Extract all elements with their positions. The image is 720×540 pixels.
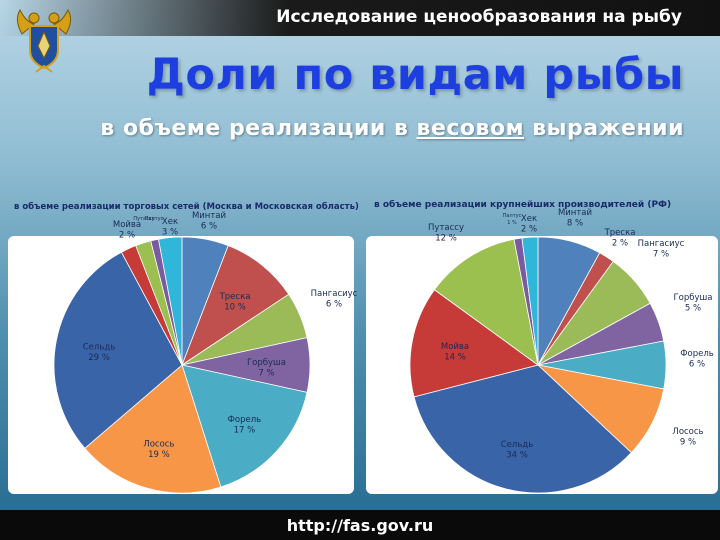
subtitle-suffix: выражении [524, 116, 684, 141]
pie-slice [521, 236, 539, 366]
slice-value-label: 8 % [567, 219, 583, 229]
slice-value-label: 2 % [521, 225, 537, 235]
page-title: Доли по видам рыбы [146, 50, 684, 100]
slice-label: Хек [162, 217, 178, 227]
slice-value-label: 6 % [689, 360, 705, 370]
pie-slice [413, 364, 632, 494]
slice-label: Горбуша [673, 293, 712, 303]
slice-value-label: 17 % [234, 425, 256, 435]
slice-value-label: 6 % [201, 222, 217, 232]
slice-label: Пангасиус [311, 289, 358, 299]
slice-label: Хек [521, 214, 537, 224]
pie-slice [158, 236, 183, 366]
slice-value-label: 14 % [444, 353, 466, 363]
slice-label: Треска [219, 292, 251, 302]
chart-title-producers: в объеме реализации крупнейших производи… [374, 200, 672, 210]
slice-label: Мойва [441, 342, 469, 352]
slice-label: Сельдь [83, 343, 116, 353]
footer-bar [0, 510, 720, 540]
slice-value-label: 7 % [653, 250, 669, 260]
slice-value-label: 19 % [148, 450, 170, 460]
emblem-icon [16, 8, 72, 73]
slice-label: Палтус [503, 213, 522, 219]
subtitle-prefix: в объеме реализации в [100, 116, 417, 141]
pie-slice [84, 364, 222, 494]
slice-value-label: 3 % [162, 228, 178, 238]
slice-label: Горбуша [247, 358, 286, 368]
slice-value-label: 2 % [119, 231, 135, 241]
page-subtitle: в объеме реализации в весовом выражении [100, 116, 684, 141]
header-bar [0, 0, 720, 36]
slice-value-label: 34 % [506, 450, 528, 460]
pie-slice [409, 289, 539, 398]
slice-value-label: 10 % [224, 303, 246, 313]
slice-label: Пангасиус [638, 239, 685, 249]
slice-label: Мойва [113, 220, 141, 230]
slice-label: Минтай [558, 208, 592, 218]
slice-label: Треска [604, 228, 636, 238]
slice-value-label: 2 % [612, 239, 628, 249]
slice-value-label: 1 % [507, 220, 517, 226]
chart-title-retail: в объеме реализации торговых сетей (Моск… [14, 202, 359, 212]
slice-label: Сельдь [501, 440, 534, 450]
slice-label: Путассу [133, 216, 154, 222]
header-title: Исследование ценообразования на рыбу [276, 7, 682, 27]
slice-value-label: 6 % [326, 300, 342, 310]
slice-value-label: 7 % [258, 369, 274, 379]
slice-value-label: 29 % [88, 353, 110, 363]
slice-label: Путассу [428, 223, 464, 233]
footer-url: http://fas.gov.ru [286, 516, 434, 535]
pie-slice [433, 238, 539, 366]
slice-value-label: 5 % [685, 304, 701, 314]
slice-label: Форель [228, 415, 262, 425]
slice-label: Лосось [143, 439, 174, 449]
pie-slice [181, 245, 290, 367]
pie-slice [181, 364, 308, 488]
slice-label: Форель [680, 349, 714, 359]
subtitle-emphasis: весовом [416, 116, 525, 141]
slice-value-label: 9 % [680, 438, 696, 448]
slice-label: Палтус [145, 216, 164, 222]
slice-value-label: 12 % [435, 234, 457, 244]
slice-label: Минтай [192, 211, 226, 221]
slice-label: Лосось [672, 427, 703, 437]
pie-slice [53, 251, 183, 449]
